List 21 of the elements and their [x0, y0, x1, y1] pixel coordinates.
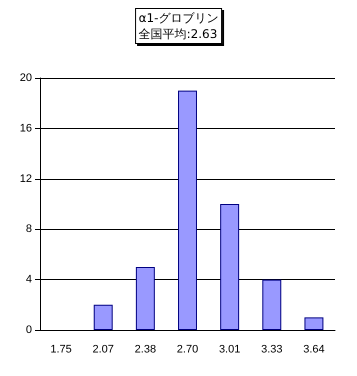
bar: [220, 204, 240, 330]
chart-subtitle: 全国平均:2.63: [138, 26, 218, 42]
x-tick-label: 3.01: [218, 344, 240, 356]
y-tick-label: 8: [26, 223, 32, 236]
bar: [94, 304, 113, 330]
x-tick-label: 2.70: [176, 344, 198, 356]
y-tick-label: 20: [20, 72, 32, 84]
bar: [178, 90, 197, 330]
x-tick-label: 3.33: [261, 344, 282, 356]
x-tick-label: 3.64: [303, 344, 325, 356]
y-tick-label: 16: [20, 122, 32, 134]
bar: [304, 317, 324, 330]
x-tick-label: 2.07: [92, 344, 114, 356]
x-tick-label: 1.75: [50, 344, 72, 356]
y-tick-label: 12: [20, 172, 32, 185]
x-tick-label: 2.38: [134, 344, 156, 356]
y-tick-label: 0: [26, 324, 32, 336]
bar: [262, 280, 282, 330]
y-tick-label: 4: [26, 274, 32, 286]
chart-title: α1-グロブリン: [138, 10, 218, 26]
bar: [136, 267, 155, 330]
